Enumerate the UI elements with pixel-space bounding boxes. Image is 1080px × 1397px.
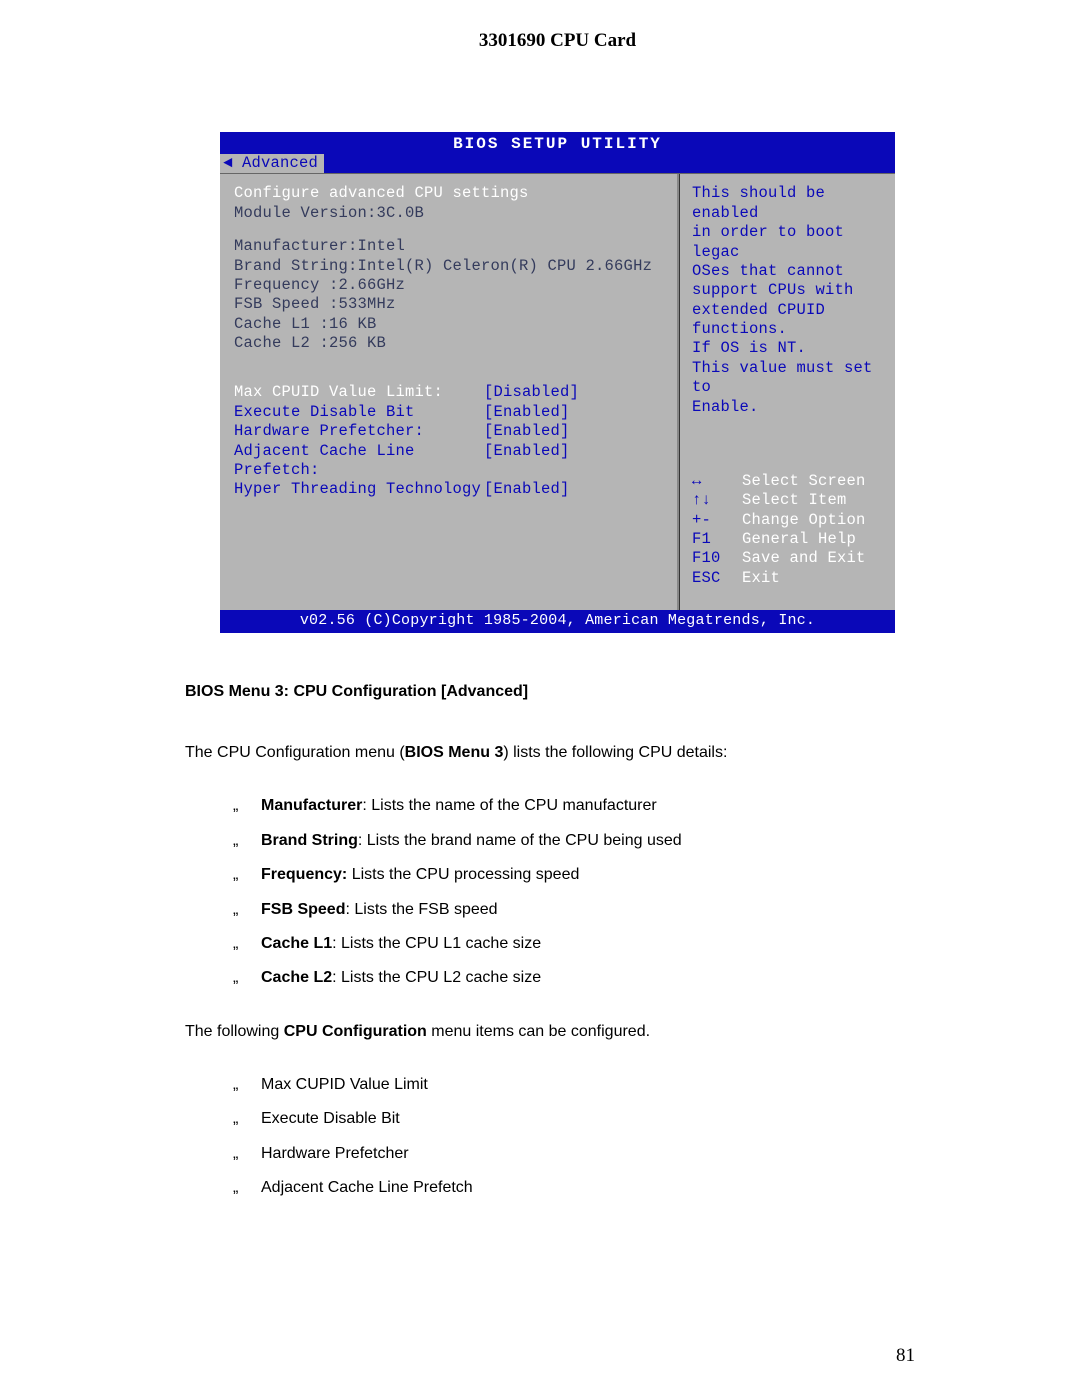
left-arrow-icon: ◄ — [220, 154, 236, 173]
bios-tab-advanced[interactable]: Advanced — [236, 154, 324, 173]
item-bold: Cache L2 — [261, 969, 332, 986]
nav-key: ↑↓ — [692, 491, 742, 510]
cpu-heading: Configure advanced CPU settings — [234, 184, 667, 203]
nav-key: F1 — [692, 530, 742, 549]
nav-exit: ESCExit — [692, 569, 887, 588]
list-item: Execute Disable Bit — [233, 1108, 930, 1130]
setting-value: [Enabled] — [484, 422, 570, 441]
setting-value: [Disabled] — [484, 383, 579, 402]
help-line: Enable. — [692, 398, 887, 417]
setting-hw-prefetch[interactable]: Hardware Prefetcher: [Enabled] — [234, 422, 667, 441]
nav-key: ↔ — [692, 472, 742, 491]
item-text: : Lists the name of the CPU manufacturer — [362, 797, 656, 814]
nav-key: F10 — [692, 549, 742, 568]
list-item: Hardware Prefetcher — [233, 1143, 930, 1165]
cpu-info-line: Frequency :2.66GHz — [234, 276, 667, 295]
help-line: This should be enabled — [692, 184, 887, 223]
nav-label: Select Item — [742, 491, 847, 510]
page-header: 3301690 CPU Card — [185, 30, 930, 52]
cpu-info-line: Cache L1 :16 KB — [234, 315, 667, 334]
setting-label: Max CPUID Value Limit: — [234, 383, 484, 402]
cpu-details-list: Manufacturer: Lists the name of the CPU … — [185, 795, 930, 989]
item-text: : Lists the FSB speed — [345, 901, 497, 918]
item-bold: Brand String — [261, 832, 358, 849]
setting-label: Adjacent Cache Line Prefetch: — [234, 442, 484, 481]
nav-label: Exit — [742, 569, 780, 588]
text: menu items can be configured. — [427, 1023, 650, 1040]
text-bold: CPU Configuration — [284, 1023, 427, 1040]
help-line: This value must set to — [692, 359, 887, 398]
help-line: If OS is NT. — [692, 339, 887, 358]
page-number: 81 — [896, 1345, 915, 1367]
help-line: in order to boot legac — [692, 223, 887, 262]
list-item: Frequency: Lists the CPU processing spee… — [233, 864, 930, 886]
bios-screenshot: BIOS SETUP UTILITY ◄ Advanced Configure … — [220, 132, 895, 633]
nav-label: General Help — [742, 530, 856, 549]
figure-caption: BIOS Menu 3: CPU Configuration [Advanced… — [185, 683, 930, 701]
bios-title-bar: BIOS SETUP UTILITY — [220, 132, 895, 154]
nav-label: Change Option — [742, 511, 866, 530]
config-intro-paragraph: The following CPU Configuration menu ite… — [185, 1020, 930, 1044]
nav-key: ESC — [692, 569, 742, 588]
item-text: Execute Disable Bit — [261, 1110, 400, 1127]
nav-select-screen: ↔Select Screen — [692, 472, 887, 491]
item-bold: FSB Speed — [261, 901, 345, 918]
nav-select-item: ↑↓Select Item — [692, 491, 887, 510]
item-bold: Manufacturer — [261, 797, 362, 814]
text: The CPU Configuration menu ( — [185, 744, 405, 761]
nav-change-option: +-Change Option — [692, 511, 887, 530]
setting-hyperthread[interactable]: Hyper Threading Technology [Enabled] — [234, 480, 667, 499]
intro-paragraph: The CPU Configuration menu (BIOS Menu 3)… — [185, 741, 930, 765]
bios-footer: v02.56 (C)Copyright 1985-2004, American … — [220, 610, 895, 634]
help-line: OSes that cannot — [692, 262, 887, 281]
item-bold: Frequency: — [261, 866, 347, 883]
cpu-info-line: Brand String:Intel(R) Celeron(R) CPU 2.6… — [234, 257, 667, 276]
help-line: support CPUs with — [692, 281, 887, 300]
text: ) lists the following CPU details: — [503, 744, 727, 761]
cpu-info-line: FSB Speed :533MHz — [234, 295, 667, 314]
item-text: Hardware Prefetcher — [261, 1145, 409, 1162]
cpu-info-line: Manufacturer:Intel — [234, 237, 667, 256]
list-item: Max CUPID Value Limit — [233, 1074, 930, 1096]
item-text: : Lists the CPU L2 cache size — [332, 969, 541, 986]
nav-label: Select Screen — [742, 472, 866, 491]
item-text: Lists the CPU processing speed — [347, 866, 579, 883]
item-text: : Lists the CPU L1 cache size — [332, 935, 541, 952]
module-version: Module Version:3C.0B — [234, 204, 667, 223]
item-bold: Cache L1 — [261, 935, 332, 952]
setting-label: Execute Disable Bit — [234, 403, 484, 422]
nav-save-exit: F10Save and Exit — [692, 549, 887, 568]
nav-label: Save and Exit — [742, 549, 866, 568]
setting-value: [Enabled] — [484, 480, 570, 499]
setting-value: [Enabled] — [484, 442, 570, 481]
list-item: Cache L1: Lists the CPU L1 cache size — [233, 933, 930, 955]
list-item: Cache L2: Lists the CPU L2 cache size — [233, 967, 930, 989]
bios-right-panel: This should be enabled in order to boot … — [680, 174, 895, 609]
setting-label: Hyper Threading Technology — [234, 480, 484, 499]
text: The following — [185, 1023, 284, 1040]
list-item: Adjacent Cache Line Prefetch — [233, 1177, 930, 1199]
text-bold: BIOS Menu 3 — [405, 744, 504, 761]
bios-left-panel: Configure advanced CPU settings Module V… — [220, 174, 680, 609]
item-text: Max CUPID Value Limit — [261, 1076, 428, 1093]
item-text: : Lists the brand name of the CPU being … — [358, 832, 682, 849]
setting-max-cpuid[interactable]: Max CPUID Value Limit: [Disabled] — [234, 383, 667, 402]
cpu-info-line: Cache L2 :256 KB — [234, 334, 667, 353]
list-item: FSB Speed: Lists the FSB speed — [233, 899, 930, 921]
list-item: Manufacturer: Lists the name of the CPU … — [233, 795, 930, 817]
setting-label: Hardware Prefetcher: — [234, 422, 484, 441]
setting-execute-disable[interactable]: Execute Disable Bit [Enabled] — [234, 403, 667, 422]
config-items-list: Max CUPID Value Limit Execute Disable Bi… — [185, 1074, 930, 1200]
nav-key: +- — [692, 511, 742, 530]
list-item: Brand String: Lists the brand name of th… — [233, 830, 930, 852]
setting-value: [Enabled] — [484, 403, 570, 422]
help-line: functions. — [692, 320, 887, 339]
setting-adj-cache[interactable]: Adjacent Cache Line Prefetch: [Enabled] — [234, 442, 667, 481]
bios-tab-bar: ◄ Advanced — [220, 154, 895, 173]
item-text: Adjacent Cache Line Prefetch — [261, 1179, 473, 1196]
nav-general-help: F1General Help — [692, 530, 887, 549]
help-line: extended CPUID — [692, 301, 887, 320]
